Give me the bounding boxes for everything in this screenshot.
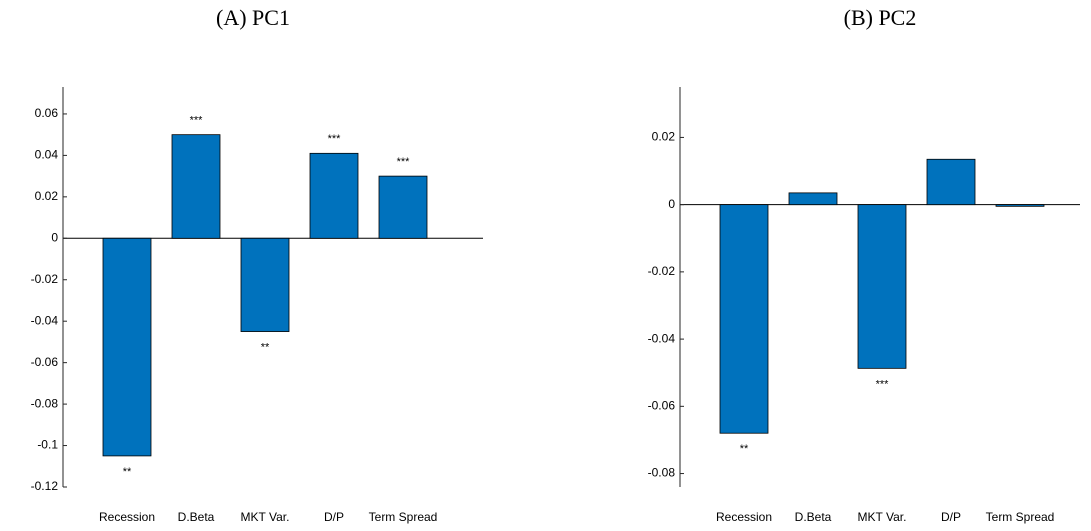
y-tick-label: -0.1 xyxy=(37,438,58,452)
bar xyxy=(240,237,290,332)
x-tick-label: D.Beta xyxy=(795,510,832,524)
y-tick-label: 0.02 xyxy=(35,189,59,203)
y-tick-label: 0.04 xyxy=(35,148,59,162)
bar xyxy=(857,204,907,369)
y-tick-label: 0 xyxy=(668,197,675,211)
y-tick-label: -0.08 xyxy=(31,396,59,410)
x-tick-label: MKT Var. xyxy=(858,510,907,524)
x-tick-label: Recession xyxy=(99,510,155,524)
x-tick-label: D/P xyxy=(324,510,344,524)
chart-title: (A) PC1 xyxy=(216,5,290,30)
y-tick-label: 0.02 xyxy=(652,130,676,144)
y-tick-label: -0.06 xyxy=(648,398,676,412)
significance-label: ** xyxy=(740,443,749,455)
y-tick-label: -0.04 xyxy=(648,331,676,345)
x-tick-label: Term Spread xyxy=(369,510,438,524)
x-tick-label: D.Beta xyxy=(178,510,215,524)
bar xyxy=(171,134,221,239)
bar xyxy=(378,175,428,239)
y-tick-label: 0 xyxy=(51,230,58,244)
y-tick-label: -0.02 xyxy=(31,272,59,286)
bar xyxy=(102,237,152,457)
bar xyxy=(995,204,1045,207)
bar xyxy=(719,204,769,434)
chart-title: (B) PC2 xyxy=(844,5,917,30)
y-tick-label: -0.04 xyxy=(31,313,59,327)
y-tick-label: -0.12 xyxy=(31,479,59,493)
y-tick-label: -0.08 xyxy=(648,466,676,480)
x-tick-label: Term Spread xyxy=(986,510,1055,524)
significance-label: *** xyxy=(328,133,342,145)
y-tick-label: 0.06 xyxy=(35,106,59,120)
significance-label: *** xyxy=(190,115,204,127)
y-tick-label: -0.02 xyxy=(648,264,676,278)
bar xyxy=(309,152,359,239)
bar xyxy=(926,158,976,206)
y-tick-label: -0.06 xyxy=(31,355,59,369)
significance-label: ** xyxy=(261,341,270,353)
x-tick-label: MKT Var. xyxy=(241,510,290,524)
bar xyxy=(788,192,838,206)
significance-label: *** xyxy=(397,156,411,168)
significance-label: ** xyxy=(123,466,132,478)
significance-label: *** xyxy=(876,378,890,390)
x-tick-label: D/P xyxy=(941,510,961,524)
x-tick-label: Recession xyxy=(716,510,772,524)
